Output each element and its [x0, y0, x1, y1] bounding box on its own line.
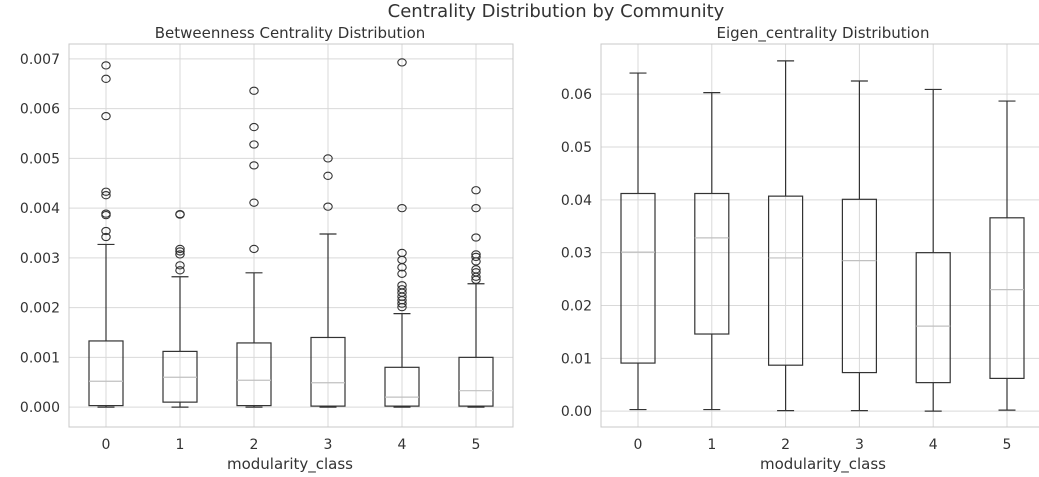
- outlier-point: [249, 198, 259, 207]
- iqr-box: [767, 195, 804, 366]
- figure-suptitle: Centrality Distribution by Community: [388, 1, 725, 22]
- box-2: [767, 60, 804, 412]
- outlier-point: [471, 265, 481, 274]
- y-tick-label: 0.04: [561, 193, 592, 209]
- outlier-point: [249, 140, 259, 149]
- outlier-point: [471, 186, 481, 195]
- box-0: [88, 61, 124, 408]
- y-tick-label: 0.006: [20, 102, 60, 118]
- panel-title: Eigen_centrality Distribution: [717, 24, 930, 43]
- outlier-point: [101, 209, 111, 218]
- x-tick-label: 2: [250, 437, 259, 453]
- outlier-point: [101, 187, 111, 196]
- outlier-point: [175, 261, 185, 270]
- iqr-box: [620, 192, 656, 364]
- outlier-point: [249, 161, 259, 170]
- x-tick-label: 5: [1003, 437, 1012, 453]
- y-tick-label: 0.06: [561, 87, 592, 103]
- outlier-point: [175, 250, 185, 259]
- outlier-point: [249, 86, 259, 95]
- y-tick-label: 0.007: [20, 52, 60, 68]
- x-tick-label: 1: [707, 437, 716, 453]
- outlier-point: [101, 74, 111, 83]
- y-tick-label: 0.002: [20, 301, 60, 317]
- x-tick-label: 5: [472, 437, 481, 453]
- x-tick-label: 4: [929, 437, 938, 453]
- outlier-point: [323, 171, 333, 180]
- outlier-point: [101, 226, 111, 236]
- outlier-point: [397, 248, 407, 258]
- outlier-point: [471, 268, 481, 277]
- outlier-point: [175, 266, 185, 275]
- betweenness-panel: Betweenness Centrality Distribution modu…: [20, 24, 514, 474]
- outlier-point: [101, 191, 111, 200]
- y-tick-label: 0.03: [561, 246, 592, 262]
- iqr-box: [458, 356, 494, 407]
- outlier-point: [471, 252, 481, 262]
- x-tick-label: 3: [855, 437, 864, 453]
- y-tick-label: 0.003: [20, 251, 60, 267]
- x-tick-label: 3: [324, 437, 333, 453]
- x-tick-label: 1: [176, 437, 185, 453]
- panel-title: Betweenness Centrality Distribution: [155, 24, 426, 42]
- outlier-point: [249, 122, 259, 132]
- outlier-point: [101, 232, 111, 242]
- x-tick-label: 2: [781, 437, 790, 453]
- y-tick-label: 0.001: [20, 350, 60, 366]
- x-axis-label: modularity_class: [227, 455, 353, 474]
- iqr-box: [310, 336, 346, 407]
- iqr-box: [384, 366, 420, 407]
- y-tick-label: 0.02: [561, 298, 592, 314]
- iqr-box: [236, 342, 272, 407]
- box-0: [620, 72, 656, 411]
- y-tick-label: 0.00: [561, 404, 592, 420]
- x-tick-label: 4: [398, 437, 407, 453]
- box-1: [162, 209, 198, 408]
- outlier-point: [397, 58, 407, 67]
- box-5: [458, 186, 494, 408]
- outlier-point: [397, 281, 407, 290]
- x-tick-label: 0: [102, 437, 111, 453]
- box-5: [989, 100, 1025, 411]
- box-3: [841, 80, 878, 412]
- plot-area: [68, 43, 514, 428]
- outlier-point: [101, 61, 111, 70]
- x-tick-label: 0: [634, 437, 643, 453]
- outlier-point: [471, 250, 481, 259]
- box-3: [310, 154, 346, 408]
- box-4: [915, 88, 951, 412]
- iqr-box: [88, 340, 124, 407]
- outlier-point: [323, 154, 333, 163]
- y-tick-label: 0.000: [20, 400, 60, 416]
- outlier-point: [471, 203, 481, 213]
- outlier-point: [397, 285, 407, 294]
- y-tick-label: 0.005: [20, 151, 60, 167]
- outlier-point: [101, 111, 111, 121]
- iqr-box: [915, 252, 951, 384]
- iqr-box: [841, 198, 878, 374]
- y-tick-label: 0.004: [20, 201, 60, 217]
- iqr-box: [989, 217, 1025, 379]
- axes-frame: [600, 43, 1039, 428]
- axes-frame: [68, 43, 514, 428]
- x-axis-label: modularity_class: [760, 455, 886, 474]
- outlier-point: [175, 247, 185, 256]
- outlier-point: [323, 202, 333, 211]
- outlier-point: [249, 244, 259, 254]
- eigen-centrality-panel: Eigen_centrality Distribution modularity…: [561, 24, 1039, 474]
- outlier-point: [471, 233, 481, 242]
- box-2: [236, 86, 272, 408]
- outlier-point: [397, 269, 407, 278]
- outlier-point: [175, 244, 185, 254]
- box-4: [384, 58, 420, 408]
- plot-area: [600, 43, 1039, 428]
- iqr-box: [694, 192, 730, 335]
- y-tick-label: 0.05: [561, 140, 592, 156]
- box-1: [694, 92, 730, 411]
- y-tick-label: 0.01: [561, 351, 592, 367]
- outlier-point: [175, 209, 185, 219]
- outlier-point: [397, 203, 407, 213]
